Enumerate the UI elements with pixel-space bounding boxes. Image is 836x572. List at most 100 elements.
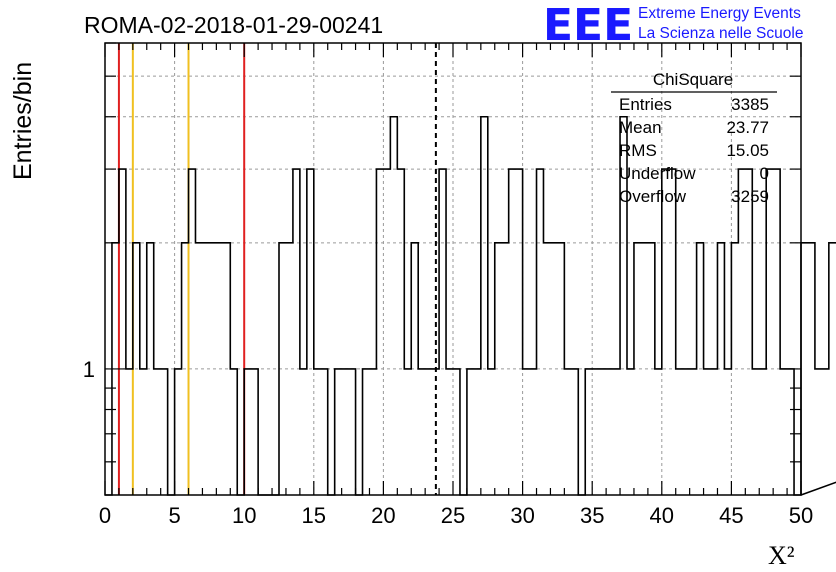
histogram-bar bbox=[550, 243, 557, 495]
histogram-bar bbox=[773, 169, 780, 495]
histogram-bar bbox=[822, 369, 829, 495]
histogram-bar bbox=[738, 169, 745, 495]
x-tick-label: 10 bbox=[232, 503, 256, 528]
eee-logo-line2: La Scienza nelle Scuole bbox=[638, 25, 803, 42]
x-axis-label: X² bbox=[768, 541, 795, 570]
x-tick-label: 25 bbox=[441, 503, 465, 528]
histogram-bar bbox=[453, 369, 460, 495]
histogram-bar bbox=[147, 243, 154, 495]
histogram-bar bbox=[411, 243, 418, 495]
histogram-bar bbox=[724, 369, 731, 495]
histogram-bar bbox=[363, 369, 370, 495]
histogram-bar bbox=[655, 369, 662, 495]
histogram-bar bbox=[759, 369, 766, 495]
stats-label: Entries bbox=[619, 95, 672, 114]
stats-label: RMS bbox=[619, 141, 657, 160]
histogram bbox=[105, 115, 836, 496]
histogram-bar bbox=[161, 369, 168, 495]
histogram-bar bbox=[711, 369, 718, 495]
histogram-bar bbox=[418, 369, 425, 495]
histogram-bar bbox=[648, 243, 655, 495]
histogram-bar bbox=[349, 369, 356, 495]
y-axis-label: Entries/bin bbox=[9, 62, 37, 180]
histogram-bar bbox=[766, 169, 773, 495]
histogram-bar bbox=[704, 369, 711, 495]
histogram-bar bbox=[683, 369, 690, 495]
histogram-bar bbox=[182, 243, 189, 495]
histogram-bar bbox=[439, 169, 446, 495]
eee-logo-line1: Extreme Energy Events bbox=[638, 5, 801, 22]
histogram-bar bbox=[780, 369, 787, 495]
histogram-bar bbox=[474, 369, 481, 495]
x-tick-label: 5 bbox=[168, 503, 180, 528]
histogram-bar bbox=[530, 369, 537, 495]
histogram-bar bbox=[495, 243, 502, 495]
histogram-bar bbox=[676, 369, 683, 495]
histogram-bar bbox=[321, 369, 328, 495]
histogram-bar bbox=[446, 369, 453, 495]
histogram-bar bbox=[314, 369, 321, 495]
histogram-bar bbox=[216, 243, 223, 495]
stats-label: Mean bbox=[619, 118, 662, 137]
histogram-bar bbox=[223, 243, 230, 495]
histogram-bar bbox=[697, 243, 704, 495]
histogram-bar bbox=[516, 169, 523, 495]
histogram-bar bbox=[502, 243, 509, 495]
histogram-bar bbox=[662, 169, 669, 495]
stats-label: Underflow bbox=[619, 164, 696, 183]
y-tick-label: 1 bbox=[83, 357, 95, 382]
histogram-bar bbox=[745, 169, 752, 495]
histogram-bar bbox=[342, 369, 349, 495]
x-tick-label: 40 bbox=[650, 503, 674, 528]
x-tick-label: 50 bbox=[789, 503, 813, 528]
histogram-bar bbox=[244, 369, 251, 495]
histogram-bar bbox=[537, 169, 544, 495]
eee-logo: EEE Extreme Energy Events La Scienza nel… bbox=[543, 0, 803, 51]
chart-title: ROMA-02-2018-01-29-00241 bbox=[84, 12, 383, 38]
histogram-bar bbox=[801, 243, 808, 495]
histogram-bar bbox=[175, 369, 182, 495]
histogram-bar bbox=[404, 369, 411, 495]
histogram-bar bbox=[731, 243, 738, 495]
histogram-bar bbox=[488, 369, 495, 495]
y-tick-labels: 1 bbox=[83, 357, 95, 382]
histogram-bar bbox=[564, 369, 571, 495]
histogram-bar bbox=[376, 169, 383, 495]
histogram-bar bbox=[523, 369, 530, 495]
stats-box-title: ChiSquare bbox=[653, 70, 733, 89]
histogram-bar bbox=[202, 243, 209, 495]
histogram-bar bbox=[397, 169, 404, 495]
stats-value: 3385 bbox=[731, 95, 769, 114]
histogram-bar bbox=[599, 369, 606, 495]
histogram-bar bbox=[307, 169, 314, 495]
histogram-bar bbox=[808, 243, 815, 495]
x-tick-label: 35 bbox=[580, 503, 604, 528]
stats-value: 23.77 bbox=[726, 118, 769, 137]
histogram-bar bbox=[606, 369, 613, 495]
stats-box: ChiSquare Entries 3385 Mean 23.77 RMS 15.05 Un… bbox=[611, 70, 777, 206]
histogram-bar bbox=[230, 369, 237, 495]
histogram-bar bbox=[154, 369, 161, 495]
histogram-bar bbox=[571, 369, 578, 495]
histogram-bar bbox=[293, 169, 300, 495]
histogram-bar bbox=[509, 169, 516, 495]
stats-value: 0 bbox=[760, 164, 769, 183]
histogram-bar bbox=[432, 369, 439, 495]
histogram-bar bbox=[369, 369, 376, 495]
histogram-bar bbox=[390, 117, 397, 495]
axis-ticks bbox=[104, 42, 802, 495]
histogram-bar bbox=[279, 243, 286, 495]
histogram-bar bbox=[425, 369, 432, 495]
histogram-bar bbox=[335, 369, 342, 495]
histogram-bar bbox=[189, 169, 196, 495]
histogram-bar bbox=[209, 243, 216, 495]
histogram-bar bbox=[752, 369, 759, 495]
histogram-bar bbox=[627, 369, 634, 495]
histogram-bar bbox=[669, 169, 676, 495]
histogram-bar bbox=[119, 169, 126, 495]
histogram-bar bbox=[557, 243, 564, 495]
x-tick-label: 15 bbox=[302, 503, 326, 528]
x-tick-label: 0 bbox=[99, 503, 111, 528]
histogram-bar bbox=[467, 369, 474, 495]
